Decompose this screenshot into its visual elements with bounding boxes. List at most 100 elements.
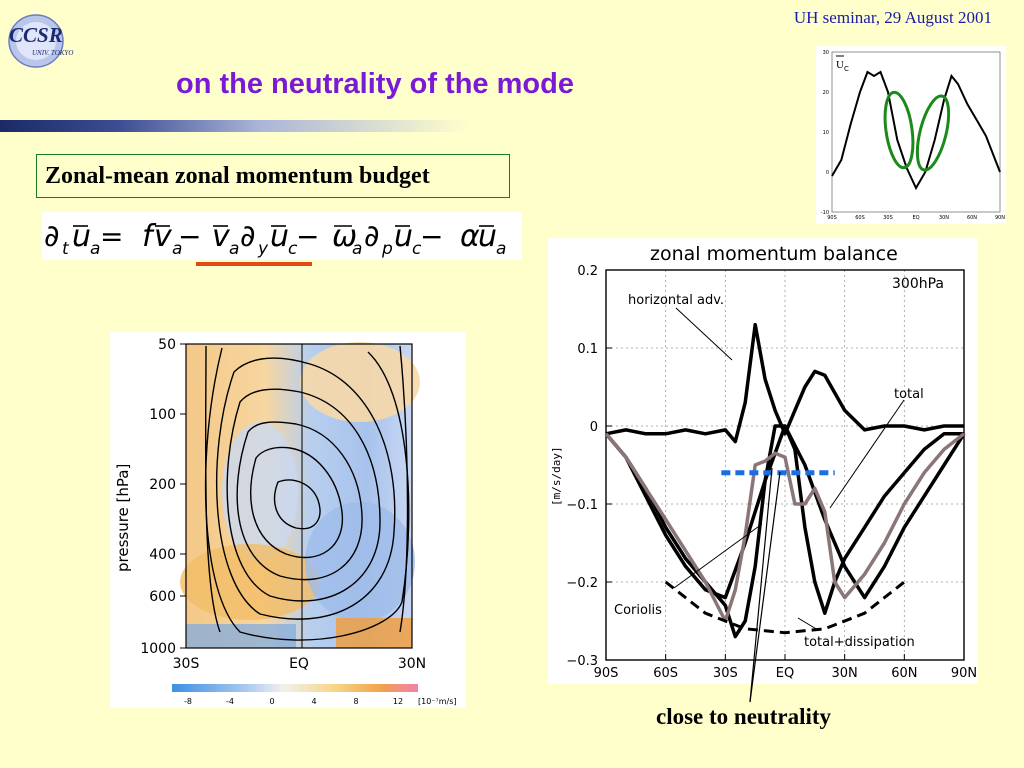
mb-x-tick-label: 60S [653, 666, 678, 681]
mb-line-0 [605, 322, 964, 444]
eq-sub-a: a [90, 239, 100, 259]
heatmap-y-tick-label: 600 [149, 589, 176, 605]
heatmap-y-tick-label: 1000 [140, 641, 176, 657]
eq-u3: u [394, 219, 413, 254]
heatmap-y-tick-label: 50 [158, 337, 176, 353]
uc-plot-frame [831, 51, 1001, 213]
jet-slope-ellipse-north [915, 94, 951, 172]
uc-y-tick-label: 10 [823, 130, 829, 136]
heatmap-y-tick-label: 200 [149, 477, 176, 493]
label-horizontal-adv: horizontal adv. [628, 293, 724, 308]
uc-chart: U C -10 0 10 20 30 90S 60S 30S EQ 30N 60N 90N [816, 46, 1006, 224]
uc-title: U [836, 59, 844, 71]
label-total: total [894, 387, 924, 402]
colorbar-tick-label: 12 [393, 697, 403, 706]
colorbar-tick-label: 0 [269, 697, 274, 706]
eq-u: u [72, 219, 91, 254]
heatmap-x-ticks: 30S EQ 30N [173, 656, 427, 672]
uc-x-tick-label: 30N [939, 215, 949, 221]
mb-x-tick-label: EQ [776, 666, 794, 681]
colorbar-tick-label: 4 [311, 697, 316, 706]
mb-y-tick-label: 0 [590, 420, 598, 435]
colorbar-ticks: -8 -4 0 4 8 12 [184, 697, 403, 706]
mb-y-tick-label: 0.1 [577, 342, 598, 357]
eq-partial-3: ∂ [364, 219, 380, 254]
eq-minus-1: − [178, 220, 201, 253]
logo-text: CCSR [9, 23, 63, 47]
mb-line-2 [604, 424, 966, 600]
heatmap-y-ticks: 50 100 200 400 600 1000 [140, 337, 186, 657]
colorbar-unit: [10⁻⁷m/s] [418, 697, 457, 706]
uc-y-tick-label: 20 [823, 90, 829, 96]
mb-x-tick-label: 90N [951, 666, 977, 681]
mb-x-tick-label: 60N [891, 666, 917, 681]
mb-ylabel: [m/s/day] [550, 446, 563, 506]
eq-partial-2: ∂ [240, 219, 256, 254]
eq-u2: u [270, 219, 289, 254]
advection-term-underline [196, 262, 312, 266]
eq-sub-a3: a [229, 239, 239, 259]
mb-x-tick-label: 30N [832, 666, 858, 681]
eq-partial-1: ∂ [44, 219, 60, 254]
uc-y-ticks: -10 0 10 20 30 [821, 50, 829, 216]
budget-label: Zonal-mean zonal momentum budget [45, 162, 430, 189]
mb-subtitle: 300hPa [892, 276, 944, 292]
logo-subtext: UNIV. TOKYO [32, 49, 73, 57]
heatmap-y-tick-label: 400 [149, 547, 176, 563]
eq-sub-c2: c [412, 239, 422, 259]
uc-line-0 [831, 70, 1001, 191]
uc-x-tick-label: 90N [995, 215, 1005, 221]
eq-minus-3: − [420, 220, 443, 253]
title-divider-bar [0, 120, 470, 132]
budget-label-box: Zonal-mean zonal momentum budget [36, 154, 510, 198]
colorbar-tick-label: -4 [226, 697, 234, 706]
seminar-date: UH seminar, 29 August 2001 [793, 8, 992, 27]
ccsr-logo: CCSR UNIV. TOKYO [8, 14, 73, 68]
mb-x-tick-label: 90S [594, 666, 619, 681]
neutrality-pointer [749, 467, 781, 703]
uc-y-tick-label: -10 [821, 210, 829, 216]
mb-series [604, 322, 966, 639]
heatmap-frame [185, 343, 413, 649]
eq-sub-a2: a [172, 239, 182, 259]
uc-series [831, 70, 1001, 191]
eq-v: v [154, 219, 173, 254]
eq-alpha: α [460, 219, 480, 254]
uc-x-tick-label: 30S [883, 215, 893, 221]
mb-line-3 [604, 432, 966, 623]
mb-y-tick-label: −0.3 [566, 654, 598, 669]
eq-v2: v [212, 219, 231, 254]
mb-x-tick-label: 30S [713, 666, 738, 681]
uc-x-tick-label: EQ [912, 215, 919, 221]
heatmap-x-tick-label: 30S [173, 656, 200, 672]
heatmap-x-tick-label: EQ [289, 656, 309, 672]
heatmap-x-tick-label: 30N [398, 656, 426, 672]
neutrality-note: close to neutrality [656, 704, 832, 729]
uc-x-tick-label: 90S [827, 215, 837, 221]
mb-y-tick-label: −0.2 [566, 576, 598, 591]
mb-y-ticks: 0.2 0.1 0 −0.1 −0.2 −0.3 [566, 264, 612, 669]
uc-x-ticks: 90S 60S 30S EQ 30N 60N 90N [827, 215, 1005, 221]
mb-line-4 [664, 580, 906, 635]
eq-minus-2: − [296, 220, 319, 253]
mb-y-tick-label: 0.2 [577, 264, 598, 279]
eq-sub-t: t [62, 239, 70, 259]
eq-equals: = [100, 220, 123, 253]
jet-slope-ellipse-south [883, 90, 915, 170]
mb-title: zonal momentum balance [650, 243, 898, 265]
heatmap-ylabel: pressure [hPa] [114, 464, 132, 572]
eq-sub-p: p [381, 239, 393, 259]
slide-title: on the neutrality of the mode [176, 68, 574, 100]
eq-sub-a4: a [352, 239, 362, 259]
uc-title-subscript: C [844, 65, 849, 73]
eq-sub-c: c [288, 239, 298, 259]
uc-x-tick-label: 60S [855, 215, 865, 221]
momentum-equation: ∂ t u a = f v a − v a ∂ y u c − ω a ∂ p … [42, 212, 522, 260]
eq-sub-a5: a [496, 239, 506, 259]
colorbar-tick-label: -8 [184, 697, 192, 706]
eq-u4: u [478, 219, 497, 254]
momentum-balance-chart: zonal momentum balance 300hPa [m/s/day] … [548, 238, 978, 684]
mb-x-ticks: 90S 60S 30S EQ 30N 60N 90N [594, 654, 977, 681]
heatmap-y-tick-label: 100 [149, 407, 176, 423]
